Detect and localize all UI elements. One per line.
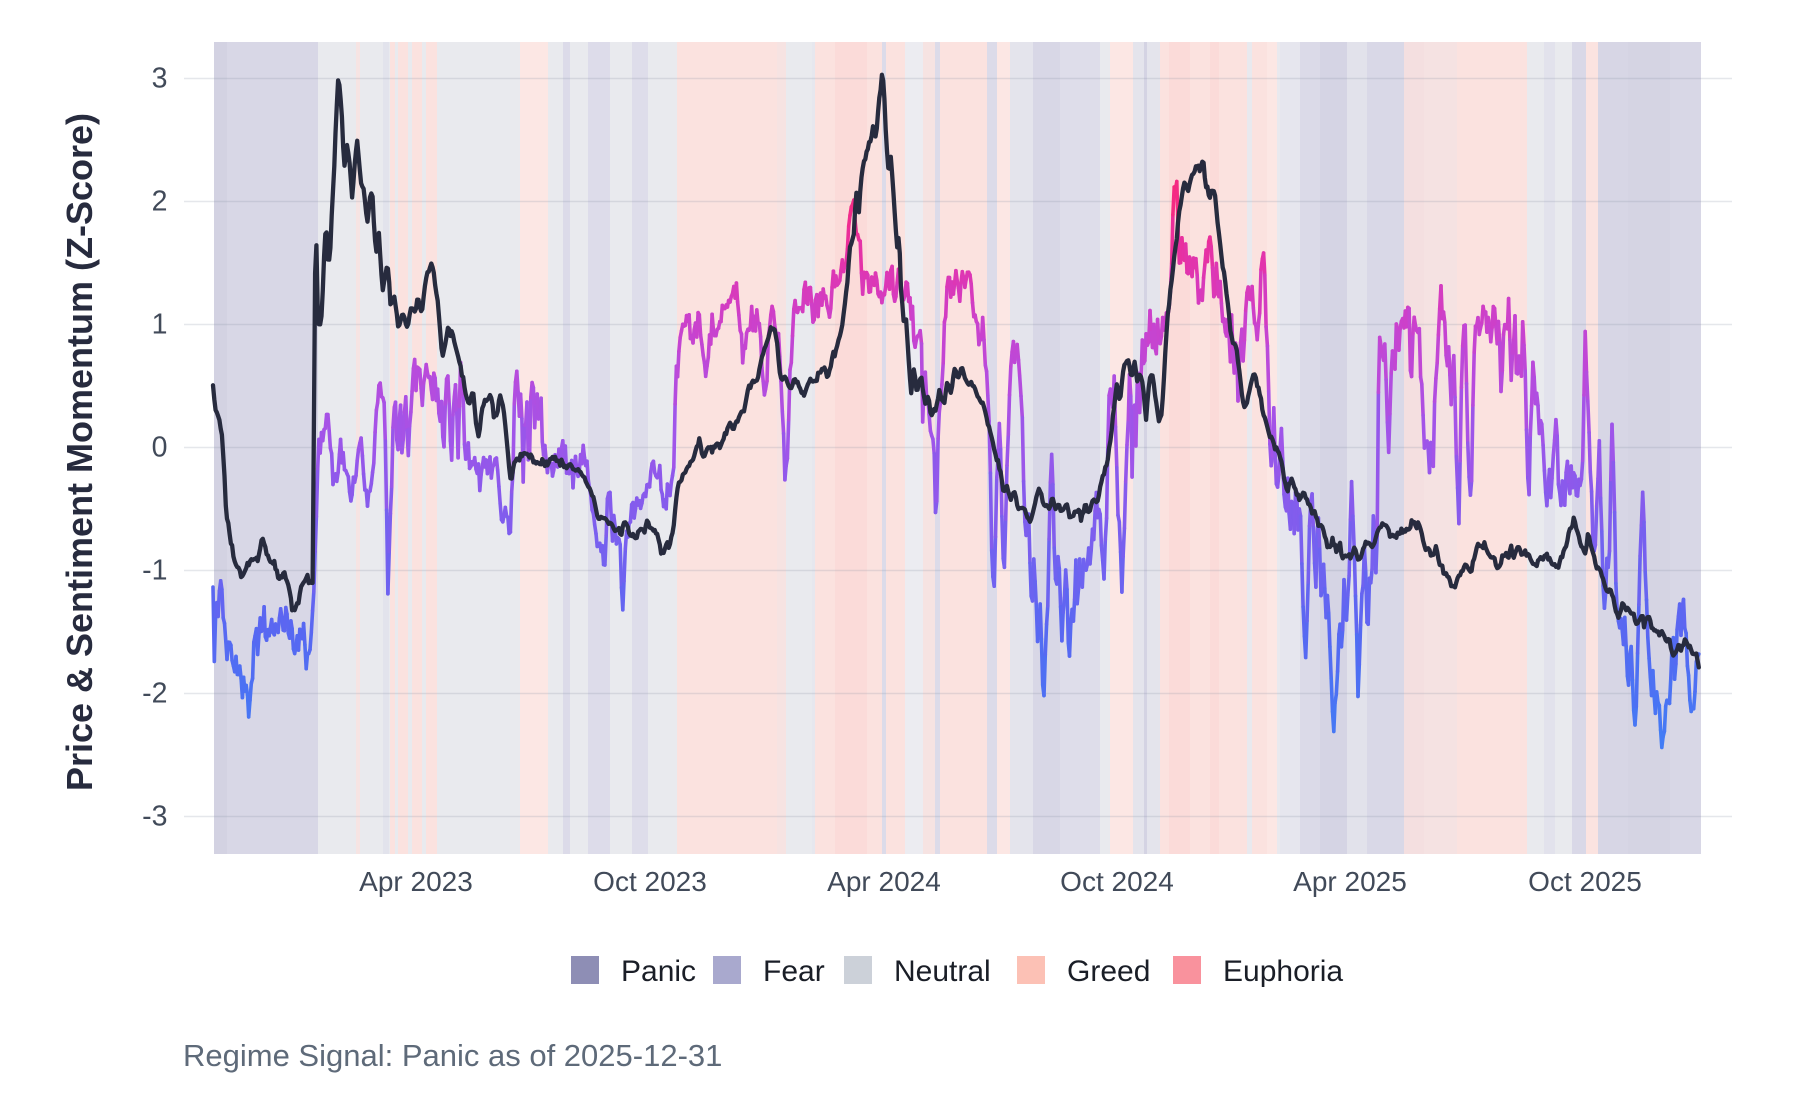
svg-text:Panic: Panic <box>621 955 696 988</box>
svg-text:Oct 2025: Oct 2025 <box>1528 866 1642 897</box>
svg-text:Oct 2024: Oct 2024 <box>1060 866 1174 897</box>
svg-text:Euphoria: Euphoria <box>1223 955 1343 988</box>
svg-text:0: 0 <box>152 432 168 464</box>
svg-text:Apr 2025: Apr 2025 <box>1293 866 1407 897</box>
svg-text:Oct 2023: Oct 2023 <box>593 866 707 897</box>
svg-text:-1: -1 <box>142 555 167 587</box>
svg-text:Neutral: Neutral <box>894 955 991 988</box>
svg-text:Regime Signal: Panic as of 202: Regime Signal: Panic as of 2025-12-31 <box>183 1038 722 1073</box>
svg-text:3: 3 <box>152 63 168 95</box>
svg-text:Price & Sentiment Momentum (Z-: Price & Sentiment Momentum (Z-Score) <box>59 113 100 791</box>
svg-text:-2: -2 <box>142 678 167 710</box>
svg-text:-3: -3 <box>142 801 167 833</box>
svg-text:2: 2 <box>152 186 168 218</box>
svg-text:Apr 2023: Apr 2023 <box>359 866 473 897</box>
svg-text:Greed: Greed <box>1067 955 1150 988</box>
svg-text:Apr 2024: Apr 2024 <box>827 866 941 897</box>
svg-text:1: 1 <box>152 309 168 341</box>
svg-text:Fear: Fear <box>763 955 825 988</box>
